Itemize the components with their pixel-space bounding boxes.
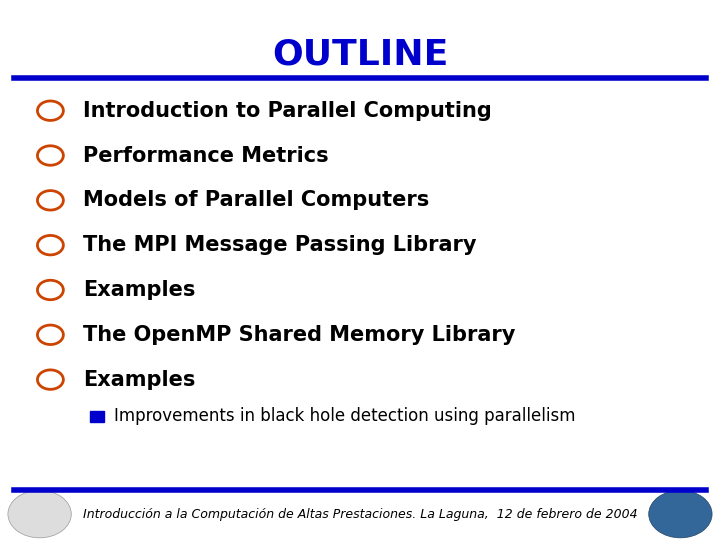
Text: Examples: Examples xyxy=(83,280,195,300)
Text: Performance Metrics: Performance Metrics xyxy=(83,145,328,166)
Text: Introduction to Parallel Computing: Introduction to Parallel Computing xyxy=(83,100,492,121)
Text: Models of Parallel Computers: Models of Parallel Computers xyxy=(83,190,429,211)
Text: Examples: Examples xyxy=(83,369,195,390)
Text: Improvements in black hole detection using parallelism: Improvements in black hole detection usi… xyxy=(114,407,575,426)
Bar xyxy=(90,411,104,422)
Text: The OpenMP Shared Memory Library: The OpenMP Shared Memory Library xyxy=(83,325,516,345)
Text: The MPI Message Passing Library: The MPI Message Passing Library xyxy=(83,235,477,255)
Circle shape xyxy=(649,490,712,538)
Text: Introducción a la Computación de Altas Prestaciones. La Laguna,  12 de febrero d: Introducción a la Computación de Altas P… xyxy=(83,508,637,521)
Circle shape xyxy=(8,490,71,538)
Text: OUTLINE: OUTLINE xyxy=(272,38,448,72)
